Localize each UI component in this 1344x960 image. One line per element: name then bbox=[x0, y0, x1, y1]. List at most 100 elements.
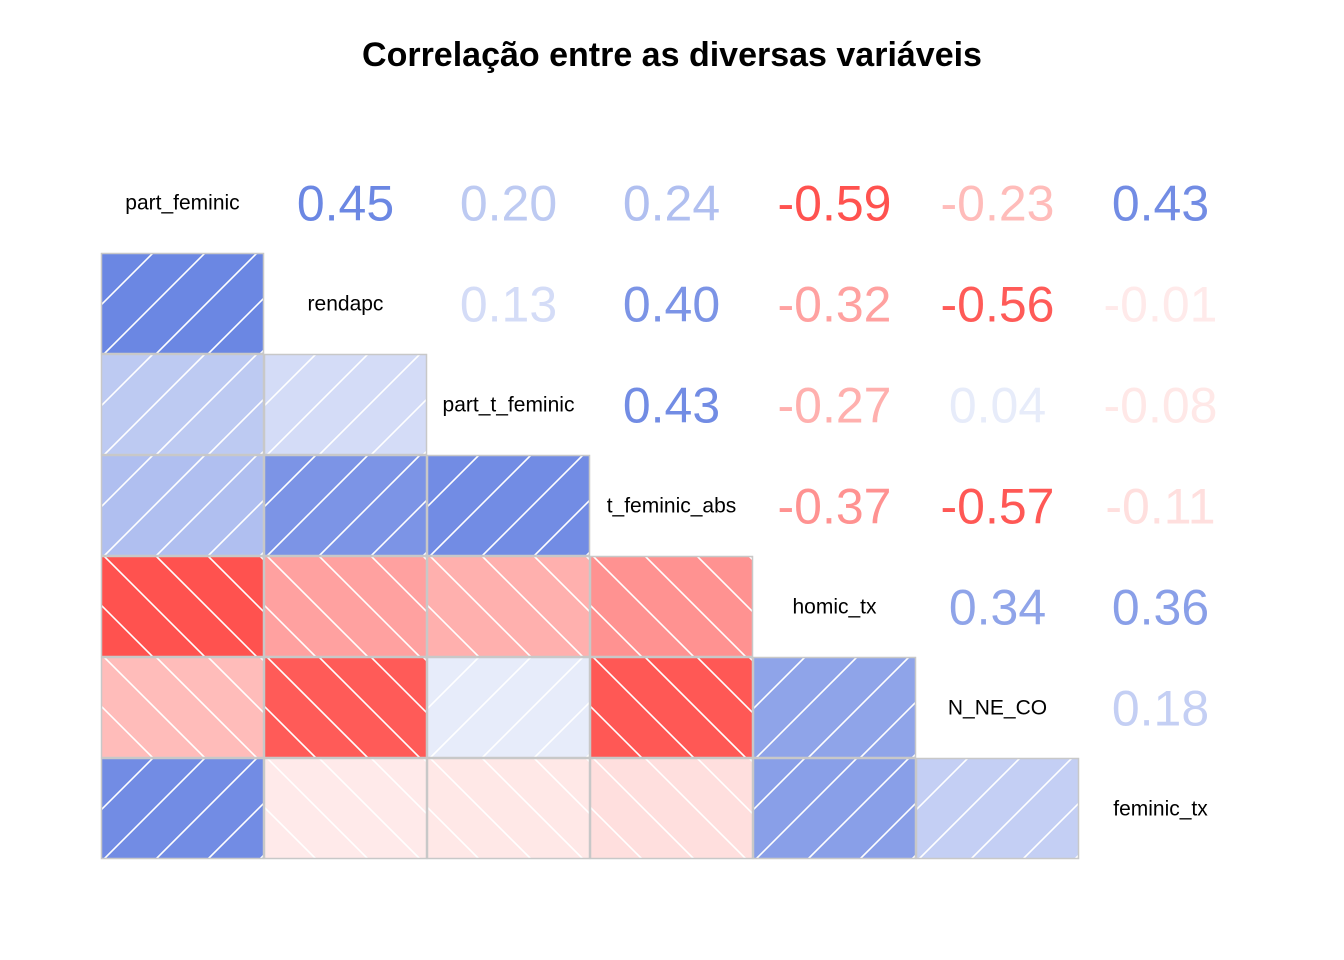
shade-cell-homic_tx-rendapc bbox=[263, 555, 428, 658]
shade-cell-border bbox=[100, 252, 265, 355]
hatch-line bbox=[753, 657, 806, 711]
hatch-line bbox=[644, 657, 747, 758]
shade-cell-border bbox=[426, 757, 591, 860]
variable-label-feminic_tx: feminic_tx bbox=[1113, 798, 1208, 821]
upper-value-panel: 0.45 0.20 0.24 -0.59 -0.23 0.430.13 0.40 -0.32-… bbox=[297, 176, 1218, 737]
shade-cell-N_NE_CO-homic_tx bbox=[752, 656, 917, 759]
shade-cell-fill bbox=[101, 556, 264, 657]
shade-cell-border bbox=[589, 757, 754, 860]
shade-cell-fill bbox=[264, 455, 427, 556]
shade-cell-feminic_tx-homic_tx bbox=[752, 757, 917, 860]
shade-cell-N_NE_CO-rendapc bbox=[263, 656, 428, 759]
hatch-line bbox=[590, 603, 643, 657]
shade-cell-border bbox=[100, 454, 265, 557]
shade-cell-fill bbox=[264, 556, 427, 657]
hatch-line bbox=[101, 253, 102, 255]
shade-cell-part_t_feminic-rendapc bbox=[263, 353, 428, 456]
shade-cell-border bbox=[263, 757, 428, 860]
shade-cell-border bbox=[426, 555, 591, 658]
shade-cell-fill bbox=[590, 556, 753, 657]
hatch-line bbox=[807, 657, 910, 758]
hatch-line bbox=[859, 801, 916, 859]
variable-label-homic_tx: homic_tx bbox=[792, 596, 877, 619]
hatch-line bbox=[859, 700, 916, 758]
shade-cell-feminic_tx-t_feminic_abs bbox=[589, 757, 754, 860]
corr-value-rendapc-feminic_tx: -0.01 bbox=[1104, 277, 1218, 333]
shade-cell-fill bbox=[427, 556, 590, 657]
shade-cell-fill bbox=[753, 758, 916, 859]
hatch-line bbox=[644, 758, 747, 859]
shade-cell-t_feminic_abs-part_t_feminic bbox=[426, 454, 591, 557]
shade-cell-fill bbox=[101, 455, 264, 556]
hatch-line bbox=[266, 657, 369, 758]
shade-cell-hatch bbox=[264, 758, 427, 859]
hatch-line bbox=[429, 455, 532, 556]
shade-cell-hatch bbox=[590, 758, 753, 859]
shade-cell-homic_tx-part_t_feminic bbox=[426, 555, 591, 658]
hatch-line bbox=[103, 657, 206, 758]
corr-value-rendapc-homic_tx: -0.32 bbox=[778, 277, 892, 333]
shade-cell-hatch bbox=[427, 455, 590, 556]
hatch-line bbox=[266, 455, 369, 556]
hatch-line bbox=[533, 498, 590, 556]
hatch-line bbox=[533, 700, 590, 758]
shade-cell-border bbox=[263, 555, 428, 658]
hatch-line bbox=[755, 657, 858, 758]
shade-cell-border bbox=[752, 757, 917, 860]
shade-cell-fill bbox=[264, 657, 427, 758]
shade-cell-feminic_tx-rendapc bbox=[263, 757, 428, 860]
variable-label-part_feminic: part_feminic bbox=[125, 192, 239, 215]
hatch-line bbox=[807, 758, 910, 859]
hatch-line bbox=[370, 397, 427, 455]
variable-label-N_NE_CO: N_NE_CO bbox=[948, 697, 1047, 720]
hatch-line bbox=[318, 556, 421, 657]
hatch-line bbox=[1022, 801, 1079, 859]
hatch-line bbox=[266, 354, 369, 455]
shade-cell-part_t_feminic-part_feminic bbox=[100, 353, 265, 456]
hatch-line bbox=[101, 603, 154, 657]
hatch-line bbox=[264, 354, 317, 408]
hatch-line bbox=[370, 758, 427, 816]
hatch-line bbox=[264, 805, 317, 859]
hatch-line bbox=[101, 354, 102, 356]
shade-cell-border bbox=[100, 555, 265, 658]
hatch-line bbox=[533, 556, 590, 614]
corr-value-part_feminic-part_t_feminic: 0.20 bbox=[460, 176, 557, 232]
hatch-line bbox=[101, 758, 154, 812]
hatch-line bbox=[427, 603, 480, 657]
shade-cell-border bbox=[426, 656, 591, 759]
shade-cell-border bbox=[426, 454, 591, 557]
shade-cell-N_NE_CO-part_t_feminic bbox=[426, 656, 591, 759]
hatch-line bbox=[103, 354, 206, 455]
lower-shade-panel bbox=[100, 252, 1080, 860]
shade-cell-hatch bbox=[264, 657, 427, 758]
shade-cell-hatch bbox=[264, 354, 427, 455]
shade-cell-rendapc-part_feminic bbox=[100, 252, 265, 355]
shade-cell-border bbox=[752, 656, 917, 759]
shade-cell-fill bbox=[101, 253, 264, 354]
hatch-line bbox=[207, 801, 264, 859]
shade-cell-homic_tx-part_feminic bbox=[100, 555, 265, 658]
hatch-line bbox=[696, 556, 753, 614]
shade-cell-N_NE_CO-part_feminic bbox=[100, 656, 265, 759]
shade-cell-fill bbox=[264, 758, 427, 859]
shade-cell-hatch bbox=[427, 758, 590, 859]
hatch-line bbox=[266, 758, 369, 859]
shade-cell-hatch bbox=[753, 758, 916, 859]
hatch-line bbox=[533, 758, 590, 816]
corr-value-part_feminic-feminic_tx: 0.43 bbox=[1112, 176, 1209, 232]
hatch-line bbox=[429, 556, 532, 657]
hatch-line bbox=[101, 756, 102, 758]
hatch-line bbox=[318, 455, 421, 556]
hatch-line bbox=[481, 657, 584, 758]
shade-cell-hatch bbox=[753, 657, 916, 758]
hatch-line bbox=[155, 758, 258, 859]
shade-cell-t_feminic_abs-part_feminic bbox=[100, 454, 265, 557]
chart-title: Correlação entre as diversas variáveis bbox=[362, 36, 982, 74]
hatch-line bbox=[427, 657, 480, 711]
hatch-line bbox=[916, 758, 969, 812]
hatch-line bbox=[264, 704, 317, 758]
hatch-line bbox=[207, 296, 264, 354]
hatch-line bbox=[103, 758, 206, 859]
hatch-line bbox=[101, 704, 154, 758]
